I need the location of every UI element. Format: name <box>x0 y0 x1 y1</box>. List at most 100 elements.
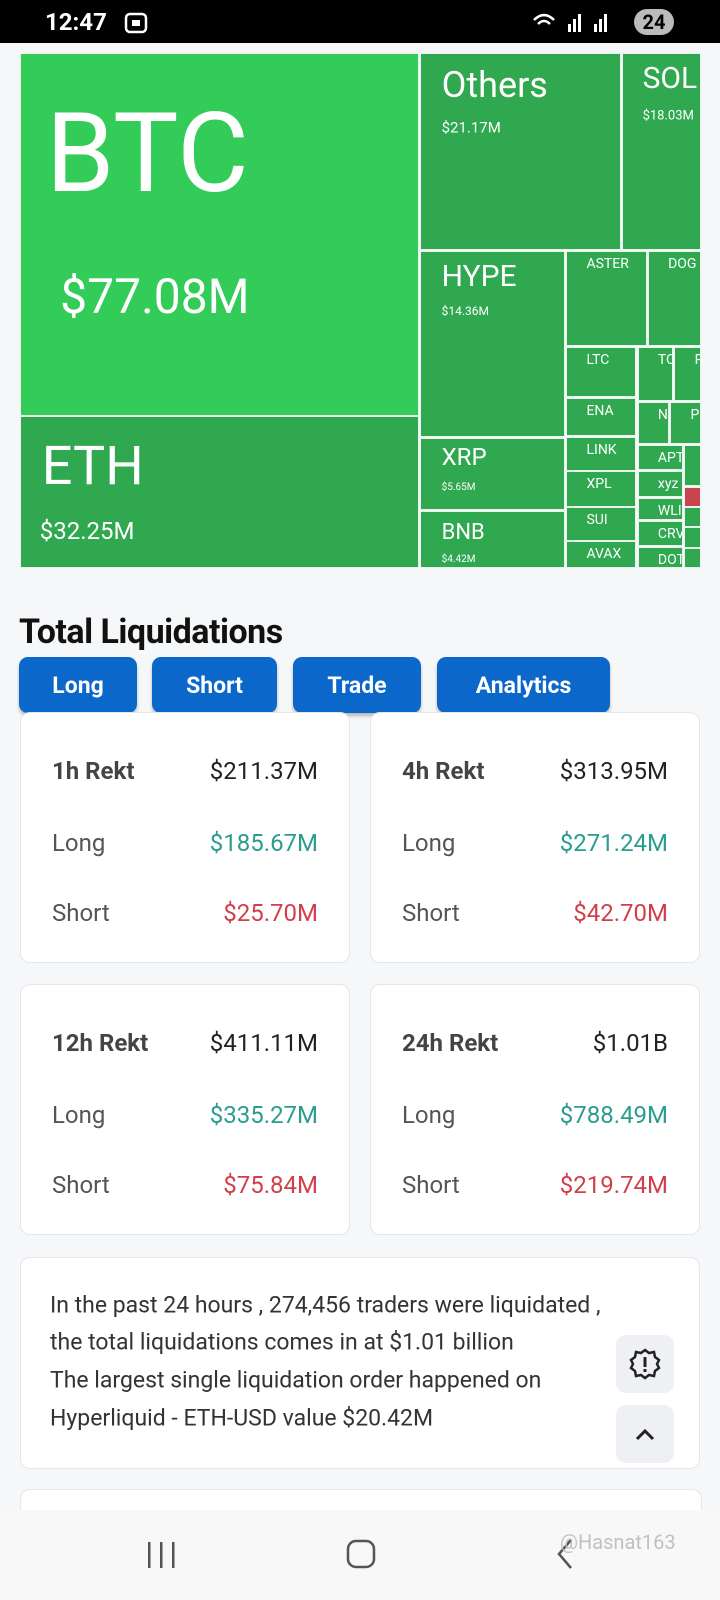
tile-value: $21.17M <box>441 118 501 137</box>
tile-label: DOT <box>657 551 684 568</box>
tile-label: ENA <box>586 403 614 420</box>
chevron-up-icon <box>635 1428 655 1441</box>
tile-label: XPL <box>586 476 612 493</box>
summary-box <box>20 1257 700 1469</box>
treemap-tile: WLI <box>637 497 684 521</box>
tile-label: Others <box>441 63 548 106</box>
stat-label: Short <box>402 1171 460 1199</box>
stat-value: $75.84M <box>223 1171 318 1199</box>
treemap-tile: N <box>637 401 670 444</box>
tab[interactable]: Trade <box>293 657 421 713</box>
signal-icons <box>533 13 607 32</box>
tile-label: LTC <box>586 352 610 369</box>
stat-value: $788.49M <box>559 1101 668 1129</box>
treemap-tile: xyz <box>637 471 684 497</box>
tile-label: BNB <box>441 520 485 546</box>
treemap-tile: LINK <box>566 436 637 472</box>
tile-label: P <box>690 407 700 424</box>
treemap-tile: SOL $18.03M <box>622 53 701 250</box>
treemap-tile: BTC $77.08M <box>20 53 420 417</box>
tile-label: CRV <box>657 526 684 543</box>
tile-label: LINK <box>586 441 617 458</box>
tile-label: BTC <box>45 88 249 218</box>
stat-value: $1.01B <box>592 1029 668 1057</box>
stat-label: Short <box>52 899 110 927</box>
stat-card: 1h Rekt $211.37M Long $185.67M Short $25.70M <box>20 712 350 963</box>
tile-value: $4.42M <box>441 553 476 565</box>
treemap-tile: AVAX <box>566 540 637 569</box>
tile-label: P <box>695 353 700 367</box>
treemap-tile: XPL <box>566 471 637 507</box>
stat-value: $313.95M <box>559 757 668 785</box>
treemap-tile <box>684 444 701 486</box>
stat-value: $185.67M <box>209 829 318 857</box>
stat-value: $219.74M <box>559 1171 668 1199</box>
treemap-tile: Others $21.17M <box>420 53 622 250</box>
treemap-tile: ETH $32.25M <box>20 416 420 569</box>
tile-value: $77.08M <box>60 267 250 325</box>
home-button[interactable] <box>345 1538 379 1572</box>
treemap-tile: BNB $4.42M <box>420 511 566 569</box>
treemap-tile: HYPE $14.36M <box>420 250 566 437</box>
tab[interactable]: Short <box>152 657 277 713</box>
treemap: BTC $77.08M ETH $32.25M Others $21.17M SOL $18.… <box>0 0 720 580</box>
treemap-tile: TO <box>637 346 674 401</box>
watermark: @Hasnat163 <box>560 1530 676 1554</box>
treemap-tile <box>684 527 701 548</box>
navigation-bar: @Hasnat163 <box>0 1510 720 1600</box>
stat-label: 1h Rekt <box>52 757 135 785</box>
tile-label: TO <box>657 352 672 369</box>
stat-label: Long <box>402 829 456 857</box>
tile-label: XRP <box>441 442 487 471</box>
treemap-tile: ENA <box>566 397 637 436</box>
alert-icon <box>629 1348 661 1380</box>
tile-label: AVAX <box>586 545 622 562</box>
tile-value: $5.65M <box>441 481 476 493</box>
section-title: Total Liquidations <box>19 612 283 652</box>
tile-label: ETH <box>41 435 144 499</box>
stat-value: $335.27M <box>209 1101 318 1129</box>
tab[interactable]: Long <box>19 657 137 713</box>
treemap-tile: CRV <box>637 521 684 546</box>
stat-label: 4h Rekt <box>402 757 485 785</box>
stat-label: Long <box>402 1101 456 1129</box>
stat-value: $42.70M <box>573 899 668 927</box>
stat-label: 24h Rekt <box>402 1029 499 1057</box>
scroll-top-button[interactable] <box>616 1405 674 1463</box>
tile-value: $14.36M <box>441 304 489 319</box>
stat-value: $25.70M <box>223 899 318 927</box>
stat-card: 4h Rekt $313.95M Long $271.24M Short $42.70M <box>370 712 700 963</box>
summary-line: In the past 24 hours , 274,456 traders w… <box>50 1291 601 1319</box>
alert-button[interactable] <box>616 1335 674 1393</box>
clock: 12:47 <box>45 8 107 36</box>
tile-label: SOL <box>642 60 698 96</box>
tab[interactable]: Analytics <box>437 657 610 713</box>
tile-label: SUI <box>586 512 608 529</box>
tile-label: DOG <box>668 256 697 273</box>
tile-value: $32.25M <box>39 517 135 546</box>
recents-button[interactable] <box>140 1540 190 1570</box>
battery: 24 <box>634 9 674 35</box>
treemap-tile: P <box>674 346 701 401</box>
treemap-tile: ASTER <box>566 250 647 346</box>
stat-label: Long <box>52 829 106 857</box>
tile-label: ASTER <box>586 256 629 273</box>
stat-card: 24h Rekt $1.01B Long $788.49M Short $219.74M <box>370 984 700 1235</box>
tile-label: WLI <box>657 502 682 519</box>
treemap-tile: LTC <box>566 346 637 397</box>
status-bar: 12:47 24 <box>0 0 720 43</box>
back-button[interactable] <box>553 1536 577 1572</box>
treemap-tile <box>684 486 701 507</box>
stat-value: $271.24M <box>559 829 668 857</box>
stat-label: 12h Rekt <box>52 1029 149 1057</box>
treemap-tile <box>684 506 701 528</box>
tile-label: HYPE <box>441 259 517 295</box>
screenshot-icon <box>124 12 148 34</box>
treemap-tile <box>684 547 701 569</box>
stat-label: Long <box>52 1101 106 1129</box>
summary-line: The largest single liquidation order hap… <box>50 1366 542 1394</box>
stat-label: Short <box>402 899 460 927</box>
tile-label: N <box>657 407 668 424</box>
stat-label: Short <box>52 1171 110 1199</box>
